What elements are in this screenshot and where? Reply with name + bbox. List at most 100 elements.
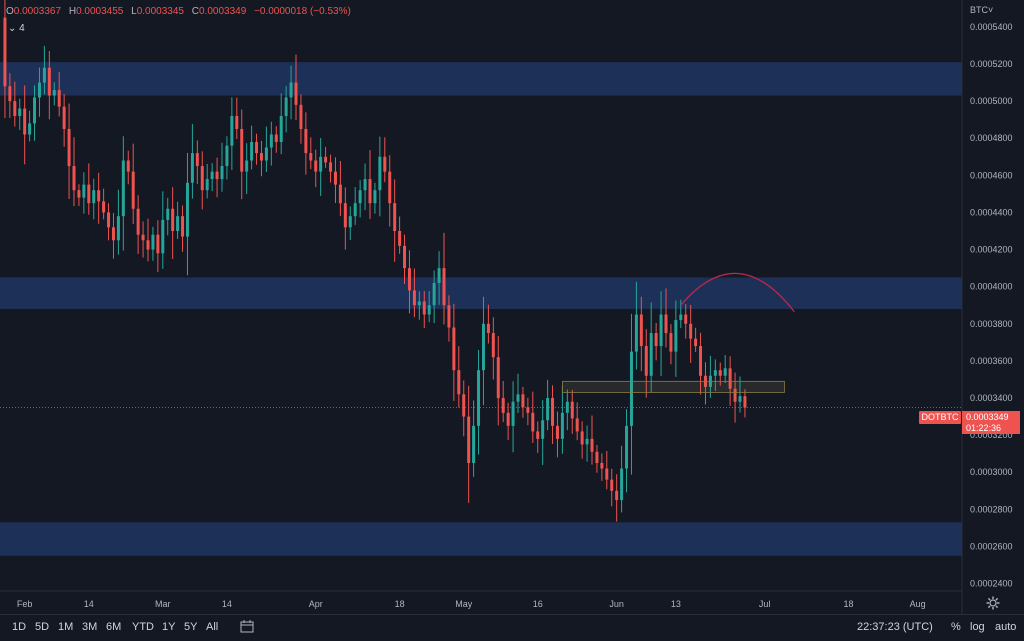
indicator-badge[interactable]: ⌄ 4 <box>8 23 25 34</box>
candle-body <box>225 145 229 167</box>
candle-body <box>235 115 239 129</box>
price-tick-label: 0.0002600 <box>970 541 1013 551</box>
ohlc-legend: O0.0003367 H0.0003455 L0.0003345 C0.0003… <box>6 6 351 17</box>
candle-body <box>575 418 579 432</box>
candle-body <box>462 394 466 417</box>
candle-body <box>560 412 564 439</box>
last-price-tag: 0.0003349 01:22:36 <box>962 411 1020 434</box>
timeframe-5y[interactable]: 5Y <box>184 621 198 633</box>
time-tick-label: Mar <box>155 599 171 609</box>
candle-body <box>536 431 540 439</box>
price-tick-label: 0.0002800 <box>970 504 1013 514</box>
candle-body <box>496 357 500 399</box>
candle-body <box>373 190 377 204</box>
timeframe-all[interactable]: All <box>206 621 219 633</box>
timeframe-5d[interactable]: 5D <box>35 621 50 633</box>
price-tick-label: 0.0004800 <box>970 133 1013 143</box>
low-value: 0.0003345 <box>136 6 184 17</box>
timeframe-3m[interactable]: 3M <box>82 621 98 633</box>
candle-body <box>457 370 461 395</box>
candle-body <box>126 160 130 172</box>
candle-body <box>432 282 436 306</box>
candle-body <box>403 245 407 269</box>
candle-body <box>161 219 165 254</box>
candle-body <box>501 398 505 413</box>
candle-body <box>324 156 328 163</box>
time-tick-label: Apr <box>309 599 323 609</box>
candle-body <box>240 128 244 172</box>
time-tick-label: 14 <box>222 599 232 609</box>
candle-body <box>713 370 717 376</box>
log-scale-button[interactable]: log <box>970 621 985 633</box>
time-tick-label: Feb <box>17 599 33 609</box>
candle-body <box>284 97 288 116</box>
percent-scale-button[interactable]: % <box>951 621 961 633</box>
consolidation-box <box>562 380 785 393</box>
candle-body <box>264 147 268 161</box>
open-value: 0.0003367 <box>13 6 62 17</box>
candle-body <box>200 166 204 191</box>
candle-body <box>52 89 56 96</box>
candle-body <box>610 479 614 491</box>
candle-body <box>289 82 293 98</box>
price-axis: 0.0005400 0.0005200 0.0005000 0.0004800 0.00… <box>970 22 1013 589</box>
candle-body <box>151 234 155 250</box>
close-value: 0.0003349 <box>199 6 247 17</box>
time-tick-label: Jun <box>609 599 624 609</box>
candle-body <box>664 314 668 334</box>
candle-body <box>259 153 263 161</box>
price-tick-label: 0.0003400 <box>970 393 1013 403</box>
time-tick-label: Aug <box>910 599 926 609</box>
candle-body <box>605 468 609 480</box>
candle-body <box>338 184 342 204</box>
candle-body <box>649 333 653 376</box>
candle-body <box>72 166 76 191</box>
candle-body <box>181 216 185 237</box>
candle-body <box>92 190 96 204</box>
candle-body <box>521 394 525 408</box>
timeframe-ytd[interactable]: YTD <box>132 621 154 633</box>
timeframe-6m[interactable]: 6M <box>106 621 122 633</box>
candle-body <box>486 323 490 334</box>
indicator-count: 4 <box>19 23 25 34</box>
zone-2 <box>0 522 962 556</box>
candle-body <box>718 370 722 376</box>
bar-countdown: 01:22:36 <box>966 423 1002 433</box>
price-tick-label: 0.0004200 <box>970 245 1013 255</box>
timeframe-1y[interactable]: 1Y <box>162 621 176 633</box>
candle-body <box>467 416 471 463</box>
candle-body <box>23 108 27 135</box>
candle-body <box>639 314 643 347</box>
gear-icon[interactable] <box>986 596 1000 610</box>
candle-body <box>279 115 283 142</box>
candle-body <box>67 128 71 167</box>
candle-body <box>343 203 347 228</box>
candle-body <box>555 425 559 439</box>
candle-body <box>3 17 7 87</box>
candle-body <box>363 179 367 191</box>
candle-body <box>629 351 633 426</box>
auto-scale-button[interactable]: auto <box>995 621 1017 633</box>
support-resistance-zones <box>0 62 962 556</box>
price-tick-label: 0.0003800 <box>970 319 1013 329</box>
candle-body <box>107 212 111 228</box>
calendar-range-icon[interactable] <box>240 620 254 633</box>
candle-body <box>314 160 318 172</box>
price-tick-label: 0.0005000 <box>970 96 1013 106</box>
candle-body <box>674 320 678 352</box>
currency-selector[interactable]: BTC˅ <box>970 5 993 15</box>
candle-body <box>299 104 303 129</box>
change-value: −0.0000018 (−0.53%) <box>254 6 351 17</box>
price-tick-label: 0.0004000 <box>970 282 1013 292</box>
chevron-down-icon: ⌄ <box>8 23 17 34</box>
utc-clock[interactable]: 22:37:23 (UTC) <box>857 621 933 633</box>
candle-body <box>684 314 688 324</box>
candle-body <box>654 333 658 347</box>
candle-body <box>625 425 629 469</box>
timeframe-1m[interactable]: 1M <box>58 621 74 633</box>
candle-body <box>743 396 747 408</box>
candle-body <box>437 268 441 283</box>
timeframe-1d[interactable]: 1D <box>12 621 27 633</box>
candle-body <box>185 182 189 237</box>
